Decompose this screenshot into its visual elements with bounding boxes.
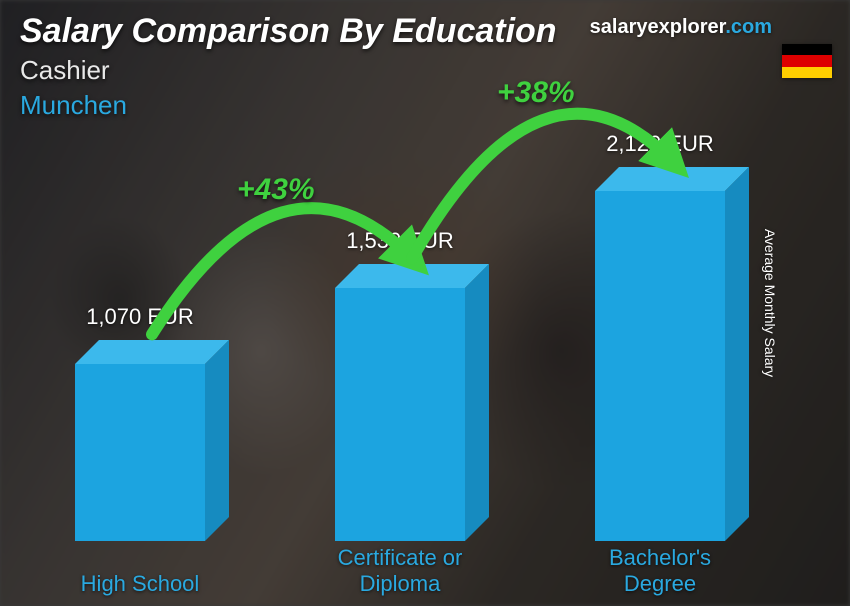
chart-title: Salary Comparison By Education <box>20 12 557 51</box>
bar-front <box>75 364 205 541</box>
bar-label: Bachelor'sDegree <box>550 545 770 596</box>
bar <box>75 364 205 541</box>
bar-top <box>595 167 749 191</box>
flag-stripe <box>782 55 832 66</box>
flag-stripe <box>782 67 832 78</box>
bar-label: High School <box>30 571 250 596</box>
bar-value: 1,530 EUR <box>290 228 510 254</box>
bar-side <box>205 340 229 541</box>
bar-label: Certificate orDiploma <box>290 545 510 596</box>
bar-top <box>75 340 229 364</box>
bar <box>595 191 725 541</box>
germany-flag-icon <box>782 44 832 78</box>
brand-main: salaryexplorer <box>590 16 726 38</box>
chart-subtitle: Cashier <box>20 55 557 86</box>
bar-chart: 1,070 EURHigh School1,530 EURCertificate… <box>55 96 795 596</box>
infographic-content: Salary Comparison By Education Cashier M… <box>0 0 850 606</box>
bar <box>335 288 465 541</box>
brand-logo: salaryexplorer.com <box>590 16 772 39</box>
bar-side <box>465 264 489 541</box>
bar-front <box>335 288 465 541</box>
bar-value: 1,070 EUR <box>30 304 250 330</box>
brand-suffix: .com <box>725 16 772 38</box>
flag-stripe <box>782 44 832 55</box>
bar-front <box>595 191 725 541</box>
bar-value: 2,120 EUR <box>550 131 770 157</box>
percent-increase-label: +43% <box>237 173 315 207</box>
bar-side <box>725 167 749 541</box>
bar-top <box>335 264 489 288</box>
